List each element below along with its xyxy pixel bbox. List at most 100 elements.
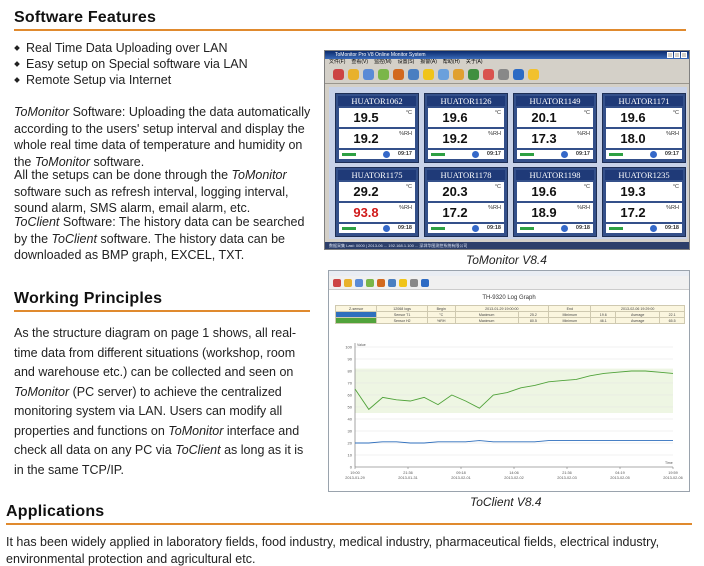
product-name: ToMonitor bbox=[34, 154, 90, 169]
bell-icon bbox=[423, 69, 434, 80]
y-tick-label: 20 bbox=[348, 441, 353, 446]
clock-icon bbox=[650, 151, 657, 158]
temperature-row: 29.2 °C bbox=[339, 182, 415, 201]
update-time: 09:17 bbox=[664, 151, 679, 157]
feature-bullet-list: Real Time Data Uploading over LAN Easy s… bbox=[14, 40, 314, 88]
x-tick-label: 2013-02-02 bbox=[504, 476, 523, 480]
x-tick-label: 21:36 bbox=[403, 471, 413, 475]
tomonitor-statusbar: 数据采集 Last: 0000 | 2013-06 ... 192.168.1.… bbox=[325, 242, 689, 249]
clock-icon bbox=[472, 225, 479, 232]
humidity-unit: %RH bbox=[488, 205, 501, 211]
signal-icon bbox=[520, 227, 534, 230]
table-icon bbox=[366, 278, 374, 287]
menu-item: 帮助(H) bbox=[442, 59, 460, 65]
temperature-unit: °C bbox=[583, 184, 590, 190]
maximize-icon bbox=[674, 52, 680, 58]
sensor-card: HUATOR1198 19.6 °C 18.9 %RH 09:18 bbox=[513, 167, 597, 237]
y-tick-label: 50 bbox=[348, 405, 353, 410]
card-footer: 09:17 bbox=[606, 150, 682, 159]
tomonitor-menubar: 文件(F) 查看(V) 监控(M) 设置(S) 报警(A) 帮助(H) 关于(A… bbox=[325, 59, 689, 66]
tomonitor-titlebar: ToMonitor Pro V8 Online Monitor System bbox=[325, 51, 689, 59]
minimize-icon bbox=[667, 52, 673, 58]
temperature-row: 19.6 °C bbox=[606, 108, 682, 127]
menu-item: 报警(A) bbox=[420, 59, 437, 65]
card-footer: 09:17 bbox=[339, 150, 415, 159]
section-title-software-features: Software Features bbox=[14, 9, 157, 26]
signal-icon bbox=[342, 227, 356, 230]
signal-icon bbox=[431, 227, 445, 230]
feature-bullet-text: Easy setup on Special software via LAN bbox=[26, 57, 248, 71]
humidity-row: 17.2 %RH bbox=[606, 203, 682, 222]
paragraph-text: Software: The history data can be search… bbox=[14, 215, 305, 246]
sensor-card: HUATOR1062 19.5 °C 19.2 %RH 09:17 bbox=[335, 93, 419, 163]
y-tick-label: 70 bbox=[348, 381, 353, 386]
section-title-working-principles: Working Principles bbox=[14, 290, 163, 307]
menu-item: 文件(F) bbox=[329, 59, 346, 65]
product-name: ToClient bbox=[175, 443, 221, 457]
x-tick-label: 2013-01-31 bbox=[398, 476, 417, 480]
temperature-unit: °C bbox=[494, 110, 501, 116]
y-tick-label: 80 bbox=[348, 369, 353, 374]
humidity-unit: %RH bbox=[577, 205, 590, 211]
product-name: ToClient bbox=[14, 215, 60, 229]
x-axis-label: Time bbox=[665, 461, 673, 465]
sensor-name: HUATOR1126 bbox=[427, 96, 505, 106]
temperature-value: 19.6 bbox=[531, 184, 557, 199]
toclient-titlebar bbox=[329, 271, 689, 276]
humidity-row: 18.0 %RH bbox=[606, 129, 682, 148]
humidity-value: 19.2 bbox=[353, 131, 379, 146]
refresh-icon bbox=[468, 69, 479, 80]
table-cell: Maximum bbox=[454, 317, 519, 324]
log-summary-table: Z-sensor 12068 logs Begin 2013-01-29 19:… bbox=[334, 305, 685, 324]
sensor-icon bbox=[378, 69, 389, 80]
sensor-name: HUATOR1062 bbox=[338, 96, 416, 106]
clock-icon bbox=[561, 151, 568, 158]
product-name: ToClient bbox=[51, 231, 97, 246]
table-cell: Minimum bbox=[548, 317, 592, 324]
tomonitor-window-title: ToMonitor Pro V8 Online Monitor System bbox=[335, 52, 426, 58]
humidity-series-line bbox=[354, 370, 674, 411]
sensor-card: HUATOR1126 19.6 °C 19.2 %RH 09:17 bbox=[424, 93, 508, 163]
paragraph-text: interface and check all data on any PC v… bbox=[14, 423, 300, 458]
product-name: ToMonitor bbox=[14, 384, 70, 399]
sensor-name: HUATOR1235 bbox=[605, 170, 683, 180]
bullet-diamond-icon bbox=[14, 45, 20, 51]
temperature-unit: °C bbox=[494, 184, 501, 190]
sensor-name: HUATOR1171 bbox=[605, 96, 683, 106]
paragraph-text: software. The history data can be downlo… bbox=[14, 231, 286, 263]
card-footer: 09:18 bbox=[517, 224, 593, 233]
clock-icon bbox=[383, 225, 390, 232]
card-footer: 09:18 bbox=[606, 224, 682, 233]
humidity-row: 17.3 %RH bbox=[517, 129, 593, 148]
card-footer: 09:17 bbox=[517, 150, 593, 159]
sensor-name: HUATOR1198 bbox=[516, 170, 594, 180]
humidity-unit: %RH bbox=[666, 131, 679, 137]
paragraph-text: Software: Uploading the data automatical… bbox=[14, 105, 311, 169]
clock-icon bbox=[383, 151, 390, 158]
setup-description: All the setups can be done through the T… bbox=[14, 167, 314, 217]
close-icon bbox=[681, 52, 687, 58]
signal-icon bbox=[342, 153, 356, 156]
update-time: 09:17 bbox=[575, 151, 590, 157]
humidity-row: 93.8 %RH bbox=[339, 203, 415, 222]
temperature-unit: °C bbox=[672, 110, 679, 116]
x-tick-label: 19:59 bbox=[668, 471, 678, 475]
help-icon bbox=[513, 69, 524, 80]
card-footer: 09:17 bbox=[428, 150, 504, 159]
update-time: 09:17 bbox=[486, 151, 501, 157]
table-cell: 65.5 bbox=[659, 317, 685, 324]
sensor-name: HUATOR1149 bbox=[516, 96, 594, 106]
humidity-unit: %RH bbox=[399, 205, 412, 211]
export-icon bbox=[377, 278, 385, 287]
temperature-row: 20.1 °C bbox=[517, 108, 593, 127]
toclient-description: ToClient Software: The history data can … bbox=[14, 214, 314, 264]
table-cell: Average bbox=[615, 317, 661, 324]
table-row: Sensor H2 %RH Maximum 80.5 Minimum 46.1 … bbox=[334, 317, 685, 324]
temperature-value: 19.5 bbox=[353, 110, 379, 125]
table-row: Z-sensor 12068 logs Begin 2013-01-29 19:… bbox=[334, 305, 685, 312]
temperature-value: 20.3 bbox=[442, 184, 468, 199]
signal-icon bbox=[431, 153, 445, 156]
bullet-diamond-icon bbox=[14, 77, 20, 83]
paragraph-text: software such as refresh interval, loggi… bbox=[14, 184, 289, 216]
tomonitor-toolbar bbox=[325, 66, 689, 84]
